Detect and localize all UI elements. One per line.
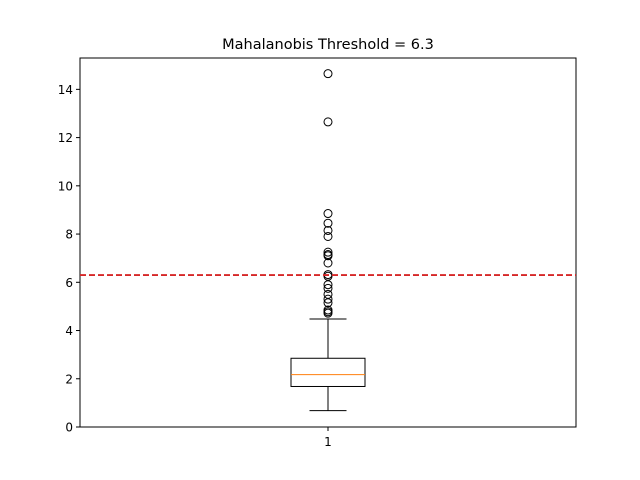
y-tick-label: 0 — [65, 421, 73, 435]
interquartile-box — [290, 357, 366, 387]
outlier-point — [323, 117, 333, 127]
x-axis: 1 — [324, 427, 332, 449]
outlier-point — [323, 69, 333, 79]
outlier-point — [323, 294, 333, 304]
outlier-group — [323, 69, 333, 318]
y-tick-label: 14 — [58, 83, 73, 97]
outlier-point — [323, 305, 333, 315]
outlier-point — [323, 289, 333, 299]
box-group — [290, 318, 366, 412]
y-tick-label: 8 — [65, 228, 73, 242]
chart-title: Mahalanobis Threshold = 6.3 — [222, 37, 434, 53]
outlier-point — [323, 283, 333, 293]
y-axis: 0 2 4 6 8 10 12 14 — [58, 83, 80, 435]
y-tick-label: 10 — [58, 179, 73, 193]
x-tick-label: 1 — [324, 435, 332, 449]
outlier-point — [323, 247, 333, 257]
y-tick-label: 6 — [65, 276, 73, 290]
outlier-point — [323, 231, 333, 241]
y-tick-label: 4 — [65, 324, 73, 338]
outlier-point — [323, 250, 333, 260]
outlier-point — [323, 218, 333, 228]
plot-frame — [79, 57, 577, 428]
outlier-point — [323, 209, 333, 219]
outlier-point — [323, 225, 333, 235]
y-tick-label: 2 — [65, 372, 73, 386]
y-tick-label: 12 — [58, 131, 73, 145]
